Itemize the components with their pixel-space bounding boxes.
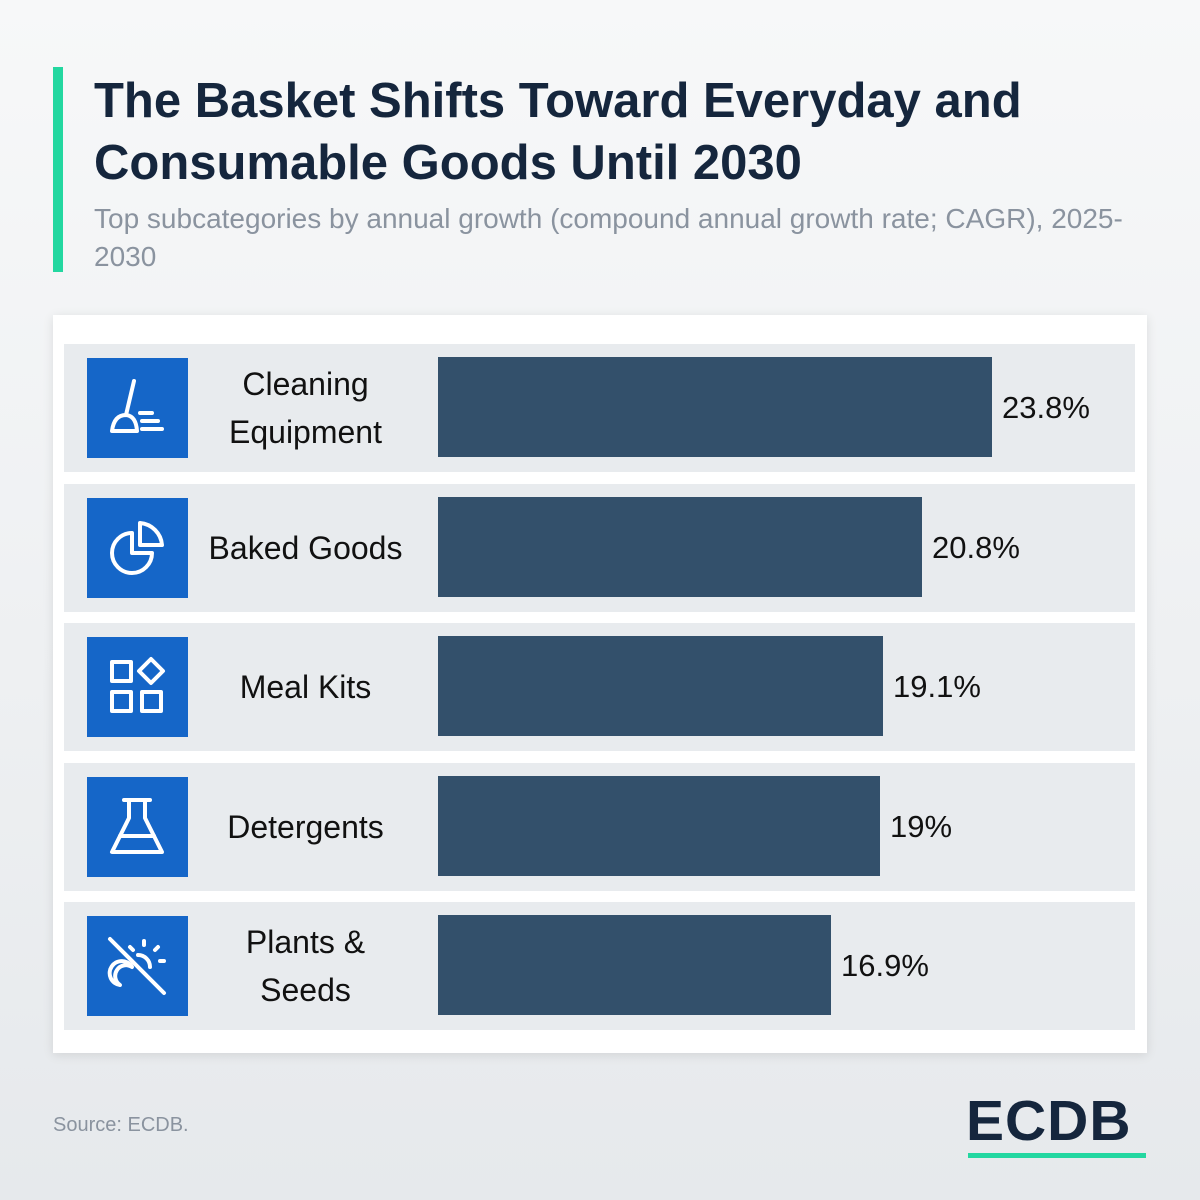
bar-row: Cleaning Equipment 23.8% (64, 344, 1135, 472)
bar-row: Meal Kits 19.1% (64, 623, 1135, 751)
bar-row: Plants & Seeds 16.9% (64, 902, 1135, 1030)
chart-subtitle: Top subcategories by annual growth (comp… (94, 203, 1123, 272)
category-label: Plants & Seeds (245, 924, 366, 1008)
logo-text: ECDB (966, 1089, 1132, 1153)
category-label: Baked Goods (208, 529, 403, 566)
flask-icon (87, 776, 188, 877)
value-label: 20.8% (932, 529, 1020, 565)
bar (438, 636, 883, 736)
grid-shapes-icon (87, 637, 188, 737)
bar (438, 357, 992, 457)
bar-row: Detergents 19% (64, 762, 1135, 891)
bar (438, 496, 922, 597)
sun-moon-off-icon (87, 916, 188, 1016)
bar-row: Baked Goods 20.8% (64, 483, 1135, 612)
value-label: 16.9% (841, 948, 929, 983)
bar (438, 915, 831, 1015)
category-label: Meal Kits (239, 669, 372, 705)
title-accent-bar (53, 67, 63, 272)
pie-chart-icon (87, 497, 188, 598)
value-label: 23.8% (1002, 390, 1090, 425)
broom-icon (87, 358, 188, 458)
category-label: Cleaning Equipment (229, 366, 382, 450)
category-label: Detergents (227, 808, 384, 845)
bar (438, 775, 880, 876)
logo-underline (968, 1153, 1146, 1158)
value-label: 19.1% (893, 669, 981, 704)
value-label: 19% (890, 808, 953, 844)
ecdb-logo: ECDB (966, 1090, 1146, 1160)
source-note: Source: ECDB. (53, 1114, 189, 1136)
chart-title: The Basket Shifts Toward Everyday and Co… (94, 74, 1022, 190)
